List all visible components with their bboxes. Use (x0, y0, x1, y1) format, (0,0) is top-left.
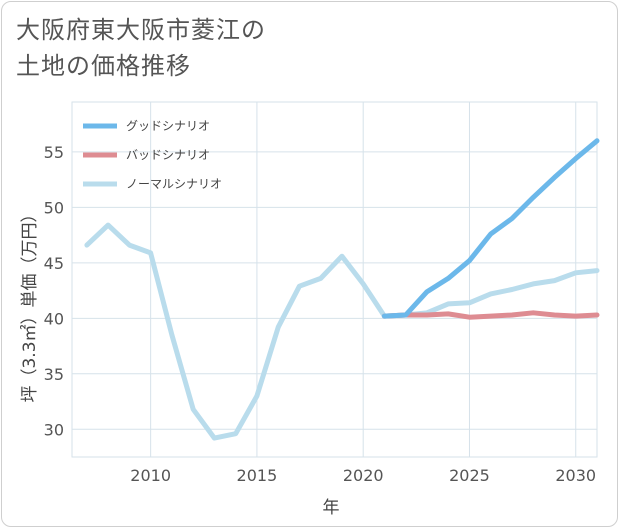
x-tick-label: 2020 (343, 466, 384, 485)
x-axis-label: 年 (323, 498, 340, 518)
legend-label: グッドシナリオ (126, 119, 210, 133)
legend-label: ノーマルシナリオ (126, 177, 222, 191)
chart-title-line-1: 大阪府東大阪市菱江の (16, 16, 266, 44)
x-tick-label: 2030 (555, 466, 596, 485)
y-tick-label: 45 (44, 254, 64, 273)
series-lines (84, 138, 600, 441)
series-line-1 (381, 310, 600, 320)
tick-labels: 2010 2015 2020 2025 2030 30 35 40 45 50 55 (44, 143, 596, 485)
y-tick-label: 50 (44, 198, 64, 217)
legend-label: バッドシナリオ (126, 148, 210, 162)
y-tick-label: 55 (44, 143, 64, 162)
series-line-2 (84, 222, 600, 441)
y-tick-label: 30 (44, 420, 64, 439)
x-tick-label: 2025 (449, 466, 490, 485)
x-tick-label: 2015 (237, 466, 278, 485)
series-line-0 (381, 138, 600, 319)
y-tick-label: 40 (44, 309, 64, 328)
chart-title: 大阪府東大阪市菱江の 土地の価格推移 (16, 12, 266, 84)
chart-title-line-2: 土地の価格推移 (16, 52, 191, 80)
x-tick-label: 2010 (130, 466, 171, 485)
plot-area-border (71, 101, 598, 458)
y-tick-label: 35 (44, 365, 64, 384)
y-axis-label: 坪（3.3㎡）単価（万円） (20, 205, 40, 402)
